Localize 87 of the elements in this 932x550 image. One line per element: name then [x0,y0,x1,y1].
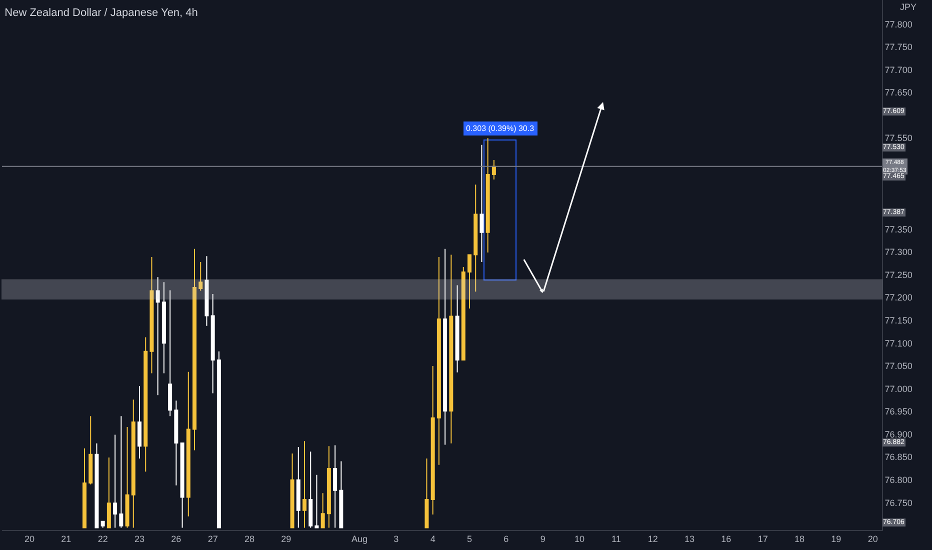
candlestick [480,144,484,263]
y-tick-label: 77.050 [884,361,912,372]
candlestick [424,458,429,528]
candlestick [314,474,319,528]
x-tick-label: 21 [61,534,72,544]
x-tick-label: 12 [648,534,658,544]
x-tick-label: 6 [504,534,509,544]
x-tick-label: 5 [466,534,472,544]
candlestick [333,444,338,528]
y-tick-label: 77.700 [884,64,912,75]
candlestick [162,282,166,374]
y-tick-label: 76.950 [884,406,912,417]
x-tick-label: 13 [684,534,695,544]
x-tick-label: 11 [612,534,621,544]
y-tick-label: 77.100 [884,338,912,348]
candlestick [449,254,454,444]
y-axis-title: JPY [900,2,917,12]
candlestick [119,416,124,528]
x-tick-label: 27 [208,534,218,544]
candlestick [174,400,178,486]
candlestick [216,350,221,528]
candlestick [461,266,466,361]
candlestick [320,492,325,528]
candlestick [156,276,160,396]
x-tick-label: 28 [244,534,255,544]
y-tick-label: 77.650 [884,88,912,98]
y-tick-label: 77.150 [884,316,912,326]
y-tick-label: 76.750 [884,498,912,508]
x-tick-label: 4 [430,534,436,544]
candlestick [486,138,490,253]
candlestick [308,451,313,528]
candlestick [326,446,331,528]
x-tick-label: 22 [98,534,108,544]
candlestick [296,446,300,528]
x-tick-label: 26 [171,534,182,544]
y-tick-label: 76.800 [884,475,912,486]
candlestick [474,184,478,292]
text: New Zealand Dollar / Japanese Yen, 4h [4,6,198,19]
candlestick [106,457,111,528]
y-tick-label: 77.750 [884,42,912,52]
candlestick [192,248,196,451]
candlestick [492,159,496,180]
x-tick-label: 20 [868,534,878,544]
x-tick-label: 18 [794,534,805,544]
candlestick [210,293,215,394]
y-tick-label: 77.550 [884,133,912,144]
x-tick-label: 23 [134,534,145,544]
candlestick [131,399,136,528]
candlestick [468,254,472,310]
candlestick [88,416,93,485]
candlestick [168,290,172,417]
x-tick-label: 19 [831,534,842,544]
y-tick-label: 77.250 [884,270,912,280]
x-tick-label: Aug [351,534,368,544]
candlestick [186,371,190,517]
x-tick-label: 10 [574,534,585,544]
candlestick [94,442,99,528]
x-tick-label: 3 [394,534,399,544]
candlestick [430,365,435,516]
candlestick [100,520,105,528]
y-tick-label: 77.350 [884,224,912,234]
x-tick-label: 29 [281,534,292,544]
candlestick [436,256,441,466]
candlestick [180,442,184,528]
y-tick-label: 76.850 [884,452,912,462]
x-tick-label: 17 [758,534,768,544]
candlestick [113,434,118,528]
candlestick [144,336,148,472]
candlestick [204,256,209,326]
candlestick [125,426,130,528]
candlestick [443,248,448,446]
candlestick [339,460,344,528]
y-tick-label: 77.800 [884,19,912,30]
y-tick-label: 77.200 [884,292,912,303]
y-tick-label: 76.900 [884,429,912,440]
x-tick-label: 20 [24,534,35,544]
candlestick [138,385,142,459]
y-tick-label: 77.000 [884,384,912,394]
candlestick [290,452,294,528]
x-tick-label: 9 [540,534,546,544]
x-tick-label: 16 [721,534,732,544]
candlestick [302,440,306,528]
candlestick [150,256,154,374]
annotation: 0.303 (0.39%) 30.3 [466,124,535,133]
candlestick [82,448,86,528]
candlestick [455,284,460,373]
y-tick-label: 77.300 [884,247,912,258]
